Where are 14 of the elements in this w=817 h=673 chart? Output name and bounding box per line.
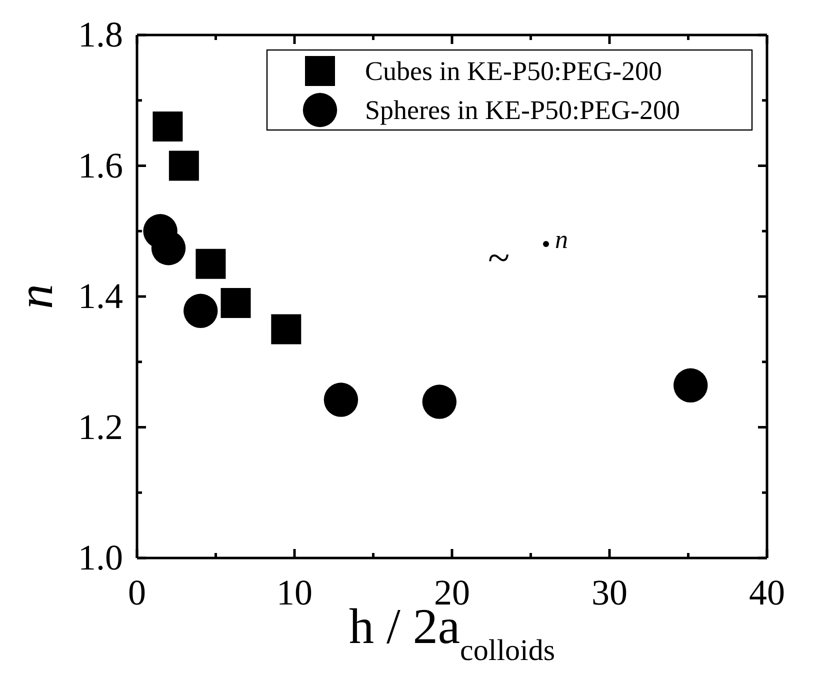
legend-label: Cubes in KE-P50:PEG-200 [365, 56, 662, 86]
x-tick-label: 10 [276, 572, 312, 612]
x-tick-label: 30 [592, 572, 628, 612]
annotation: ~ [488, 235, 510, 280]
x-tick-label: 40 [749, 572, 785, 612]
y-tick-label: 1.4 [78, 276, 123, 316]
legend-label: Spheres in KE-P50:PEG-200 [365, 95, 680, 125]
y-axis-title: n [7, 284, 63, 309]
y-tick-label: 1.0 [78, 538, 123, 578]
y-tick-label: 1.6 [78, 145, 123, 186]
annotation: n [555, 224, 568, 254]
y-tick-label: 1.8 [78, 14, 123, 55]
x-tick-label: 0 [128, 572, 146, 612]
y-tick-label: 1.2 [78, 406, 123, 447]
